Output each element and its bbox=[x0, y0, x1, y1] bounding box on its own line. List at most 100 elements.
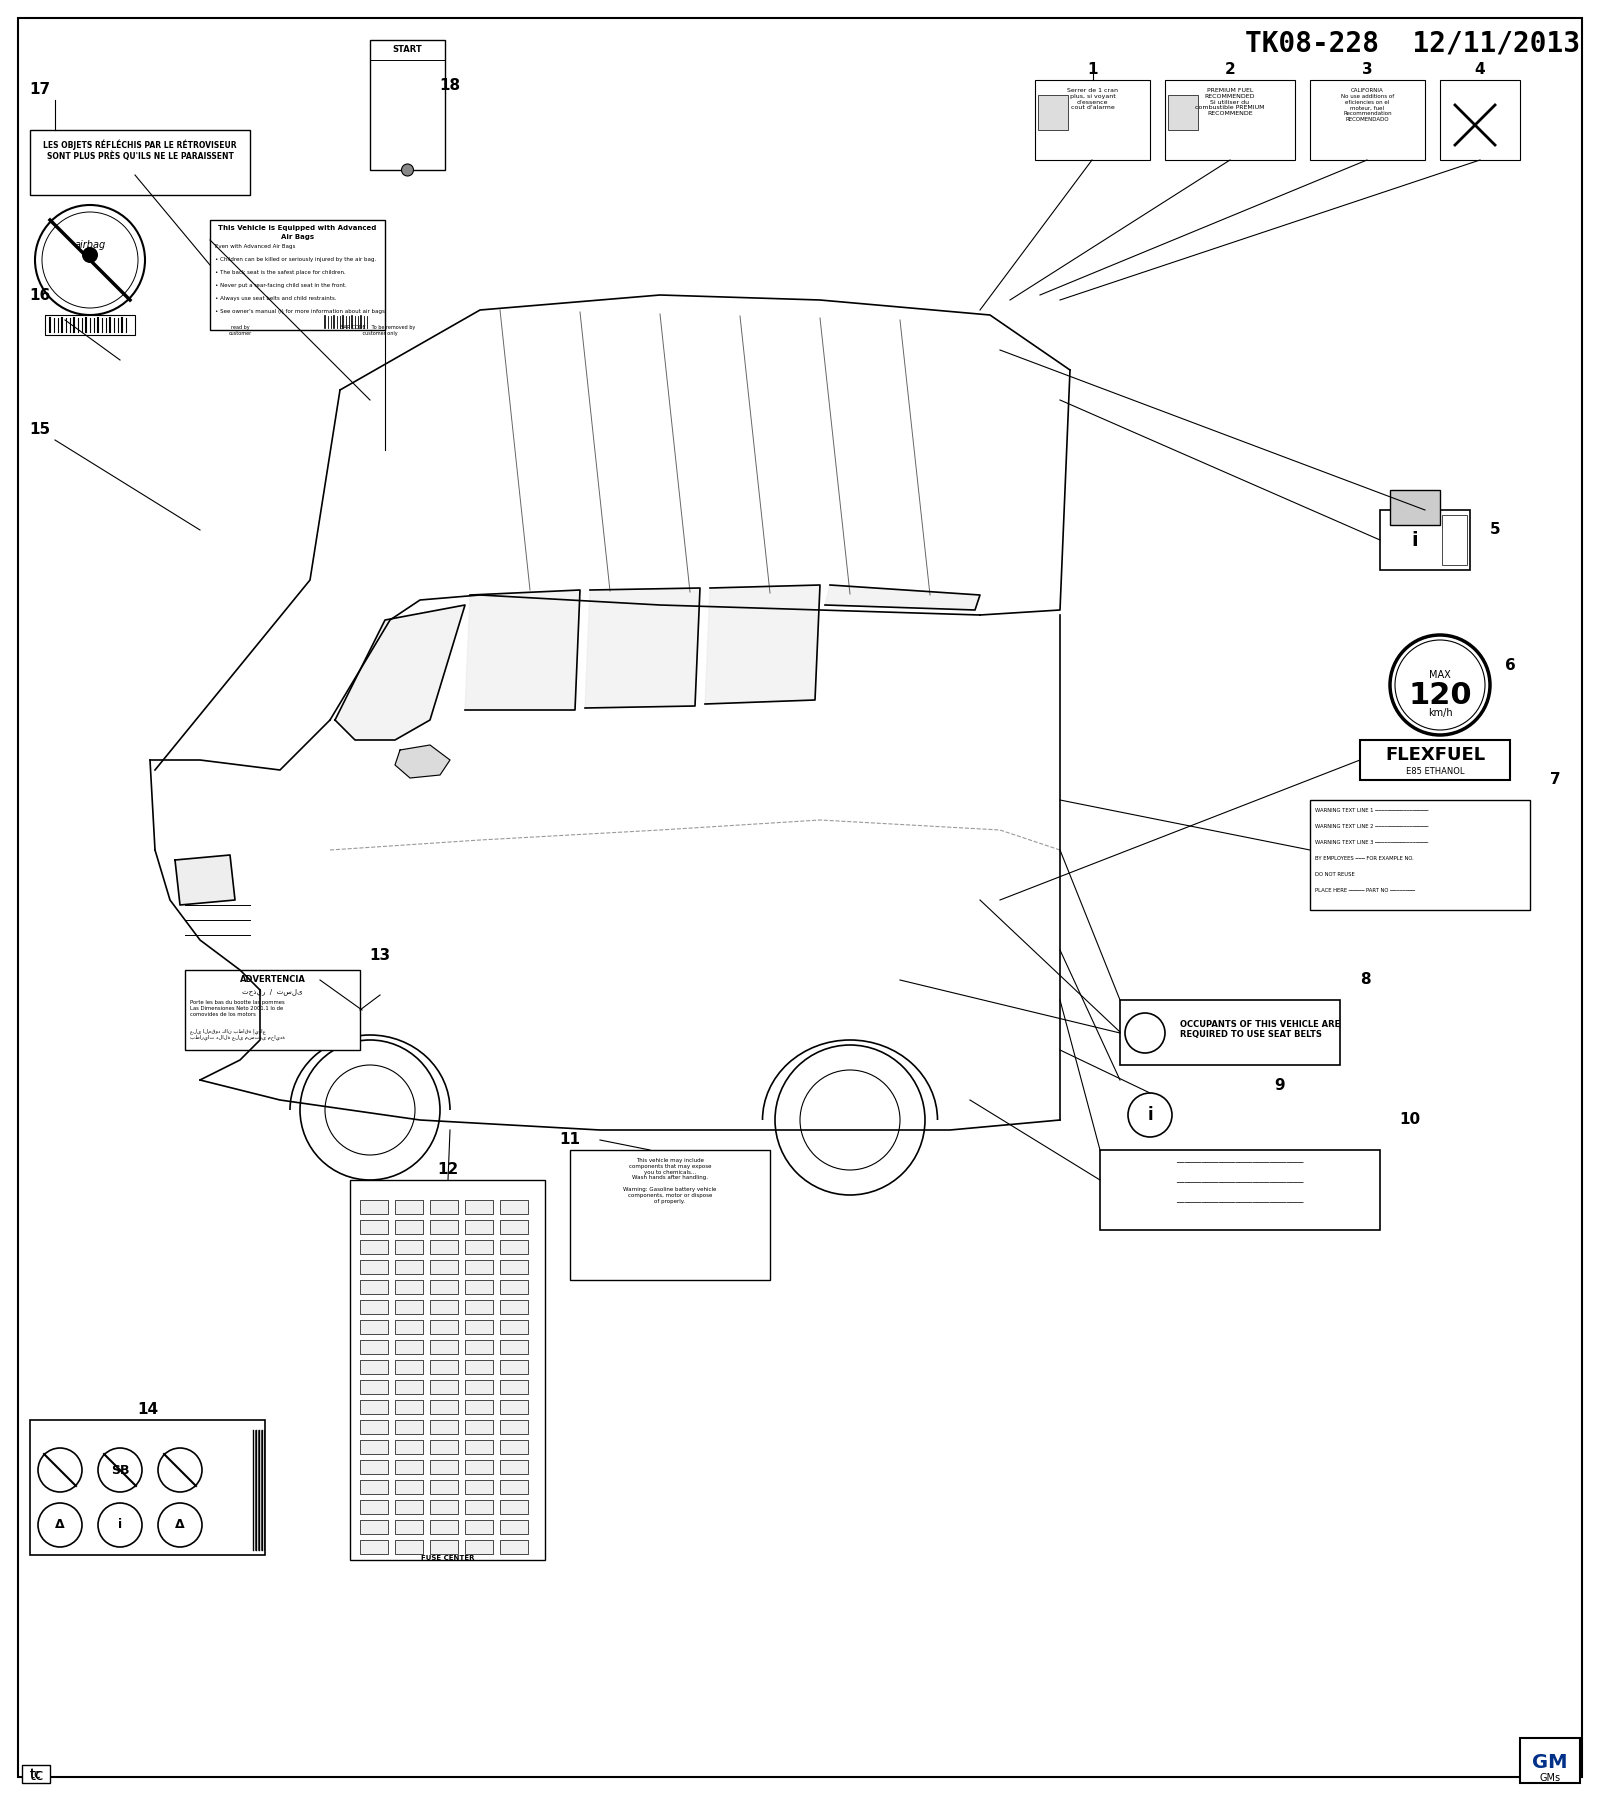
Bar bbox=[466, 1540, 493, 1554]
Bar bbox=[466, 1400, 493, 1414]
Text: tc: tc bbox=[30, 1768, 42, 1781]
Bar bbox=[499, 1440, 528, 1454]
Text: Air Bags: Air Bags bbox=[282, 233, 314, 241]
Text: SONT PLUS PRÈS QU'ILS NE LE PARAISSENT: SONT PLUS PRÈS QU'ILS NE LE PARAISSENT bbox=[46, 153, 234, 162]
Bar bbox=[499, 1520, 528, 1535]
Text: tc: tc bbox=[30, 1768, 45, 1782]
Bar bbox=[430, 1481, 458, 1493]
Bar bbox=[210, 221, 386, 330]
Bar bbox=[466, 1341, 493, 1353]
Bar bbox=[466, 1221, 493, 1233]
Bar bbox=[499, 1319, 528, 1334]
Bar bbox=[466, 1240, 493, 1255]
Text: START: START bbox=[392, 45, 422, 54]
Bar bbox=[499, 1380, 528, 1395]
Text: GM: GM bbox=[1533, 1752, 1568, 1772]
Bar bbox=[395, 1459, 422, 1474]
Text: km/h: km/h bbox=[1427, 707, 1453, 718]
Polygon shape bbox=[334, 605, 466, 740]
Bar bbox=[360, 1520, 387, 1535]
Bar bbox=[395, 1400, 422, 1414]
Bar bbox=[395, 1361, 422, 1373]
Text: BAR CODE    To be removed by
               customer only: BAR CODE To be removed by customer only bbox=[339, 325, 416, 336]
Text: PREMIUM FUEL
RECOMMENDED
Si utiliser du
combustible PREMIUM
RECOMMENDE: PREMIUM FUEL RECOMMENDED Si utiliser du … bbox=[1195, 88, 1264, 117]
Bar bbox=[1168, 95, 1198, 129]
Bar bbox=[466, 1481, 493, 1493]
Bar bbox=[1520, 1738, 1581, 1782]
Text: ADVERTENCIA: ADVERTENCIA bbox=[240, 975, 306, 984]
Bar bbox=[430, 1400, 458, 1414]
Text: FLEXFUEL: FLEXFUEL bbox=[1386, 747, 1485, 765]
Text: 17: 17 bbox=[29, 83, 51, 97]
Polygon shape bbox=[586, 589, 701, 707]
Bar bbox=[360, 1481, 387, 1493]
Text: 8: 8 bbox=[1360, 973, 1370, 987]
Bar bbox=[45, 314, 134, 336]
Text: WARNING TEXT LINE 3 ─────────────────: WARNING TEXT LINE 3 ───────────────── bbox=[1315, 840, 1429, 845]
Bar bbox=[430, 1501, 458, 1513]
Text: 120: 120 bbox=[1408, 680, 1472, 709]
Text: read by
customer: read by customer bbox=[229, 325, 251, 336]
Text: 15: 15 bbox=[29, 422, 51, 438]
Text: PLACE HERE ───── PART NO ────────: PLACE HERE ───── PART NO ──────── bbox=[1315, 889, 1414, 892]
Bar bbox=[430, 1319, 458, 1334]
Bar bbox=[499, 1221, 528, 1233]
Bar bbox=[466, 1440, 493, 1454]
Bar bbox=[466, 1300, 493, 1314]
Bar bbox=[395, 1280, 422, 1294]
Bar bbox=[360, 1540, 387, 1554]
Bar bbox=[1310, 801, 1530, 910]
Circle shape bbox=[82, 248, 98, 264]
Bar bbox=[360, 1420, 387, 1434]
Bar bbox=[430, 1459, 458, 1474]
Polygon shape bbox=[395, 745, 450, 777]
Text: WARNING TEXT LINE 2 ─────────────────: WARNING TEXT LINE 2 ───────────────── bbox=[1315, 824, 1429, 829]
Bar bbox=[395, 1520, 422, 1535]
Bar bbox=[430, 1520, 458, 1535]
Text: ──────────────────────────────: ────────────────────────────── bbox=[1176, 1179, 1304, 1186]
Bar bbox=[395, 1380, 422, 1395]
Bar bbox=[395, 1481, 422, 1493]
Text: 3: 3 bbox=[1362, 63, 1373, 77]
Bar bbox=[395, 1420, 422, 1434]
Polygon shape bbox=[826, 585, 979, 610]
Bar bbox=[499, 1260, 528, 1274]
Bar bbox=[1310, 81, 1426, 160]
Text: DO NOT REUSE: DO NOT REUSE bbox=[1315, 872, 1355, 878]
Polygon shape bbox=[174, 854, 235, 905]
Bar bbox=[395, 1240, 422, 1255]
Text: • Never put a rear-facing child seat in the front.: • Never put a rear-facing child seat in … bbox=[214, 284, 347, 287]
Bar bbox=[186, 969, 360, 1050]
Text: airbag: airbag bbox=[74, 241, 106, 250]
Bar bbox=[370, 39, 445, 171]
Bar bbox=[499, 1361, 528, 1373]
Text: This vehicle may include
components that may expose
you to chemicals...
Wash han: This vehicle may include components that… bbox=[624, 1158, 717, 1204]
Text: This Vehicle is Equipped with Advanced: This Vehicle is Equipped with Advanced bbox=[218, 224, 376, 232]
Bar bbox=[1390, 490, 1440, 524]
Bar bbox=[360, 1260, 387, 1274]
Bar bbox=[1101, 1151, 1379, 1230]
Text: تحذير  /  تسلى: تحذير / تسلى bbox=[242, 987, 302, 994]
Text: SB: SB bbox=[110, 1463, 130, 1477]
Text: • Children can be killed or seriously injured by the air bag.: • Children can be killed or seriously in… bbox=[214, 257, 376, 262]
Text: 10: 10 bbox=[1400, 1113, 1421, 1127]
Bar bbox=[360, 1240, 387, 1255]
Bar bbox=[466, 1201, 493, 1213]
Text: MAX: MAX bbox=[1429, 670, 1451, 680]
Text: 5: 5 bbox=[1490, 522, 1501, 537]
Text: Serrer de 1 cran
plus, si voyant
d'essence
cout d'alarme: Serrer de 1 cran plus, si voyant d'essen… bbox=[1067, 88, 1118, 111]
Text: TK08-228  12/11/2013: TK08-228 12/11/2013 bbox=[1245, 31, 1581, 57]
Text: ──────────────────────────────: ────────────────────────────── bbox=[1176, 1160, 1304, 1167]
Bar bbox=[360, 1459, 387, 1474]
Text: • The back seat is the safest place for children.: • The back seat is the safest place for … bbox=[214, 269, 346, 275]
Text: WARNING TEXT LINE 1 ─────────────────: WARNING TEXT LINE 1 ───────────────── bbox=[1315, 808, 1429, 813]
Bar bbox=[499, 1280, 528, 1294]
Text: 2: 2 bbox=[1224, 63, 1235, 77]
Text: على المقود كان بطاقة إيداع
بطاريات دلالة على مستوى محايدة: على المقود كان بطاقة إيداع بطاريات دلالة… bbox=[190, 1029, 285, 1041]
Bar bbox=[360, 1440, 387, 1454]
Bar bbox=[466, 1280, 493, 1294]
Text: LES OBJETS RÉFLÉCHIS PAR LE RÉTROVISEUR: LES OBJETS RÉFLÉCHIS PAR LE RÉTROVISEUR bbox=[43, 140, 237, 151]
Bar bbox=[466, 1520, 493, 1535]
Bar bbox=[466, 1501, 493, 1513]
Text: Δ: Δ bbox=[54, 1519, 66, 1531]
